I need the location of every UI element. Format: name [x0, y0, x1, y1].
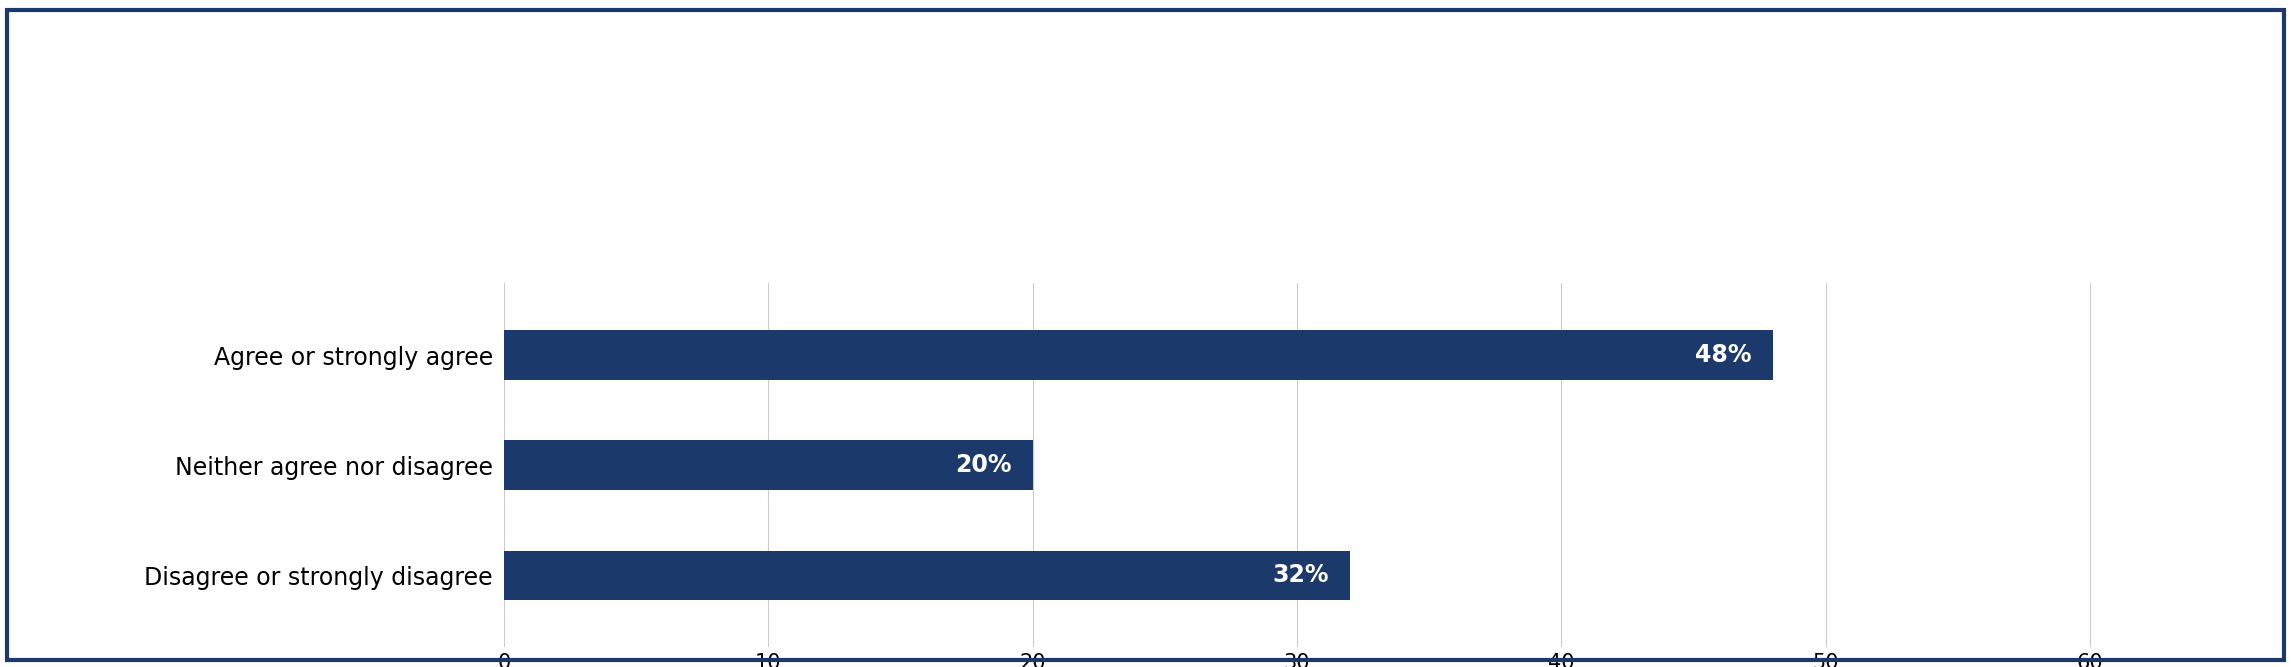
Bar	[504, 330, 1773, 380]
Text: 48%: 48%	[1695, 343, 1753, 367]
Bar	[504, 550, 1349, 600]
Text: 20%: 20%	[955, 454, 1013, 477]
Text: 32%: 32%	[1272, 564, 1329, 588]
Text: When filling out paperwork electronically for my current or most recent job

or : When filling out paperwork electronicall…	[486, 64, 1805, 169]
Bar	[504, 440, 1033, 490]
